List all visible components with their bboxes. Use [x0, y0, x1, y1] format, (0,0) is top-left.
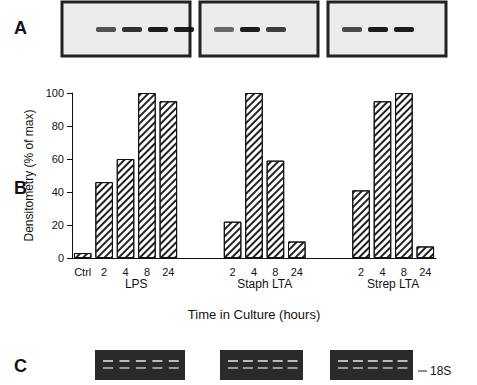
svg-text:100: 100: [46, 87, 64, 99]
svg-text:24: 24: [162, 266, 174, 278]
svg-text:40: 40: [52, 186, 64, 198]
svg-text:2: 2: [230, 266, 236, 278]
svg-text:24: 24: [419, 266, 431, 278]
svg-text:Densitometry (% of max): Densitometry (% of max): [22, 109, 36, 241]
svg-text:60: 60: [52, 153, 64, 165]
svg-text:8: 8: [272, 266, 278, 278]
svg-text:4: 4: [379, 266, 385, 278]
svg-text:0: 0: [58, 252, 64, 264]
svg-text:20: 20: [52, 219, 64, 231]
svg-text:24: 24: [291, 266, 303, 278]
svg-text:Strep LTA: Strep LTA: [367, 277, 419, 291]
svg-text:LPS: LPS: [125, 277, 148, 291]
svg-text:2: 2: [358, 266, 364, 278]
svg-text:80: 80: [52, 120, 64, 132]
svg-text:Time in Culture (hours): Time in Culture (hours): [188, 307, 320, 322]
svg-text:8: 8: [401, 266, 407, 278]
svg-text:2: 2: [101, 266, 107, 278]
svg-text:4: 4: [122, 266, 128, 278]
svg-text:Staph LTA: Staph LTA: [237, 277, 292, 291]
svg-text:8: 8: [144, 266, 150, 278]
svg-text:Ctrl: Ctrl: [74, 266, 91, 278]
svg-text:4: 4: [251, 266, 257, 278]
